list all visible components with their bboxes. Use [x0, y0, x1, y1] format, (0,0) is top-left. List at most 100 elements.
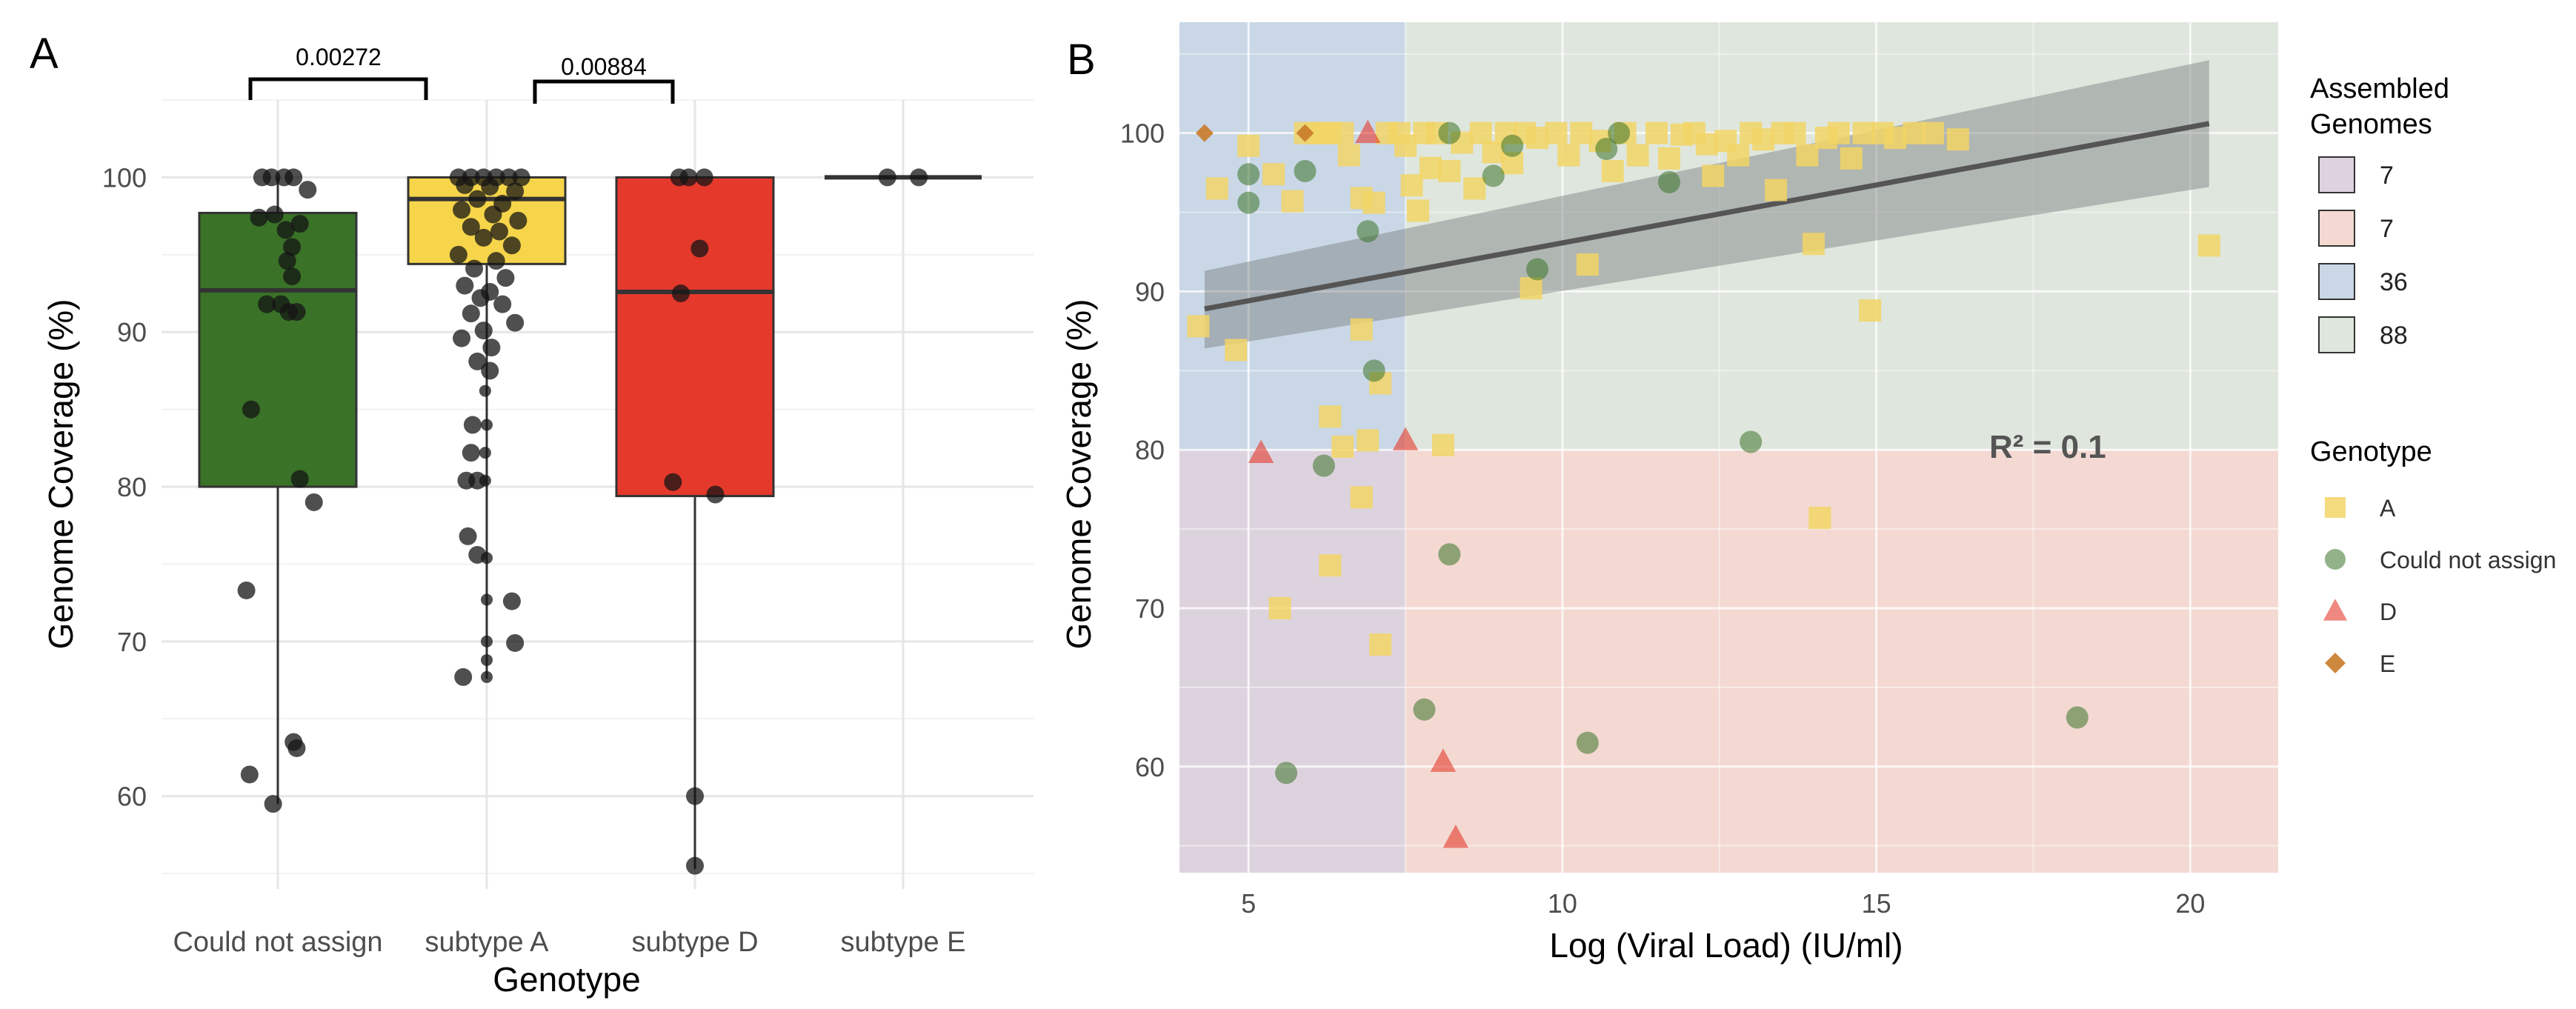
scatter-point-a — [1626, 144, 1649, 167]
panel-b-region-2 — [1179, 450, 1406, 873]
data-point — [496, 269, 515, 287]
scatter-point-could-not-assign — [1438, 543, 1461, 566]
scatter-point-a — [1526, 127, 1549, 150]
scatter-point-a — [1187, 315, 1210, 338]
legend-assembled-swatch-1 — [2318, 210, 2355, 247]
scatter-point-a — [1225, 339, 1248, 362]
scatter-point-a — [1657, 147, 1680, 170]
panel-a-y-tick-label: 80 — [117, 472, 147, 502]
data-point — [664, 473, 682, 491]
legend-assembled-label: 36 — [2380, 268, 2408, 296]
scatter-point-a — [1281, 190, 1304, 213]
panel-a-x-tick-label: subtype A — [425, 927, 550, 958]
scatter-point-a — [1319, 405, 1342, 428]
data-point — [287, 303, 306, 322]
panel-b-x-tick-label: 5 — [1241, 888, 1256, 919]
panel-a-points — [237, 168, 928, 875]
scatter-point-d — [1248, 439, 1274, 463]
data-point — [686, 856, 704, 875]
pvalue-bracket-1 — [248, 77, 428, 100]
panel-a-x-axis-title: Genotype — [493, 960, 640, 999]
scatter-point-could-not-assign — [1237, 191, 1260, 214]
scatter-point-could-not-assign — [1657, 170, 1680, 193]
scatter-point-a — [1268, 596, 1291, 619]
data-point — [462, 444, 480, 462]
legend-assembled-swatch-0 — [2318, 156, 2355, 193]
scatter-point-could-not-assign — [1357, 220, 1379, 243]
scatter-point-a — [1369, 633, 1392, 656]
data-point — [502, 592, 521, 610]
data-point — [499, 168, 518, 187]
data-point — [283, 238, 302, 256]
panel-b-y-tick-label: 60 — [1135, 752, 1165, 782]
data-point — [237, 581, 256, 599]
panel-a-x-tick-label: subtype E — [841, 927, 966, 958]
legend-assembled-title-1: Assembled — [2310, 73, 2449, 104]
panel-b-y-tick-label: 100 — [1120, 119, 1165, 149]
panel-a-y-tick-label: 70 — [117, 627, 147, 657]
panel-b-label: B — [1067, 36, 1096, 84]
data-point — [449, 245, 467, 264]
scatter-point-could-not-assign — [1482, 164, 1505, 187]
scatter-point-could-not-assign — [1438, 121, 1461, 144]
data-point — [462, 304, 480, 323]
legend-genotype-key-3 — [2325, 653, 2346, 673]
scatter-point-a — [1765, 179, 1788, 202]
data-point — [264, 795, 282, 813]
scatter-point-a — [1903, 121, 1926, 144]
scatter-point-a — [1840, 147, 1863, 170]
data-point — [506, 313, 525, 332]
legend-assembled-genomes: Assembled Genomes 7 7 36 88 — [2310, 73, 2449, 353]
data-point — [490, 222, 508, 241]
scatter-point-a — [1407, 199, 1430, 222]
data-point — [481, 419, 493, 431]
scatter-point-a — [1852, 121, 1875, 144]
data-point — [481, 635, 493, 647]
scatter-point-a — [1783, 121, 1806, 144]
panel-a-label: A — [30, 30, 59, 78]
data-point — [471, 289, 490, 307]
scatter-point-a — [1570, 121, 1593, 144]
pvalue-bracket-2 — [533, 79, 675, 104]
data-point — [493, 295, 512, 313]
scatter-point-a — [1337, 144, 1360, 167]
scatter-point-a — [1545, 121, 1568, 144]
scatter-point-a — [1431, 433, 1454, 456]
legend-genotype-label: D — [2380, 599, 2397, 625]
r-squared-annotation: R² = 0.1 — [1989, 429, 2106, 465]
scatter-point-a — [1362, 191, 1385, 214]
scatter-point-a — [1357, 429, 1379, 452]
pvalue-label-2: 0.00884 — [561, 53, 647, 80]
legend-genotype-label: Could not assign — [2380, 547, 2556, 573]
scatter-point-could-not-assign — [1362, 359, 1385, 382]
panel-b-region-1 — [1405, 22, 2278, 450]
panel-b-y-axis-title: Genome Coverage (%) — [1059, 299, 1098, 650]
panel-a-y-axis-title: Genome Coverage (%) — [41, 299, 80, 650]
data-point — [462, 218, 480, 236]
legend-assembled-label: 7 — [2380, 215, 2394, 243]
data-point — [463, 416, 482, 434]
scatter-point-a — [1802, 233, 1825, 256]
scatter-point-a — [1702, 164, 1725, 187]
panel-b-axes: 60 70 80 90 100 5 10 15 20 — [1120, 119, 2205, 919]
data-point — [284, 168, 303, 187]
scatter-point-could-not-assign — [1595, 138, 1618, 161]
scatter-point-a — [1419, 156, 1442, 179]
scatter-point-e — [1296, 124, 1314, 142]
scatter-point-a — [1350, 486, 1373, 509]
regression-line — [1204, 121, 2210, 312]
pvalue-label-1: 0.00272 — [296, 44, 382, 70]
legend-genotype-key-1 — [2325, 549, 2346, 570]
data-point — [481, 653, 493, 666]
scatter-point-could-not-assign — [1740, 430, 1763, 453]
scatter-point-d — [1392, 427, 1419, 450]
data-point — [456, 176, 474, 194]
data-point — [250, 208, 268, 227]
data-point — [265, 205, 284, 224]
data-point — [479, 384, 491, 397]
scatter-point-could-not-assign — [1501, 134, 1524, 157]
data-point — [506, 633, 525, 652]
data-point — [454, 667, 473, 686]
scatter-point-a — [1601, 159, 1624, 182]
